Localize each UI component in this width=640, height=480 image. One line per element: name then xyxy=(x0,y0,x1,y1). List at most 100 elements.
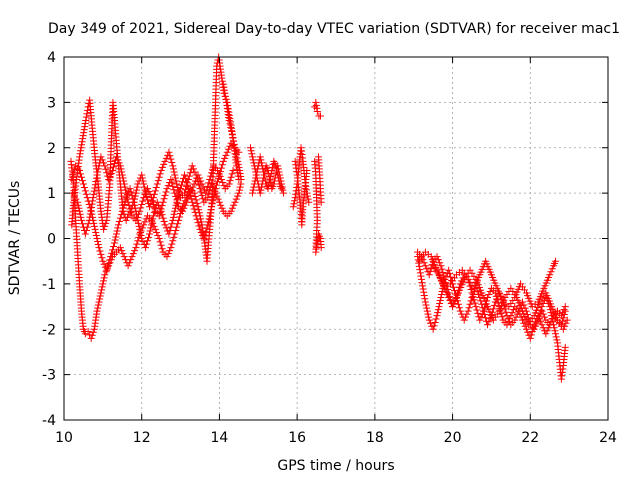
data-point xyxy=(228,130,236,138)
data-point xyxy=(123,213,131,221)
data-point xyxy=(121,183,129,191)
data-point xyxy=(90,190,98,198)
data-point xyxy=(316,112,324,120)
data-point xyxy=(466,266,474,274)
data-point xyxy=(142,189,150,197)
data-point xyxy=(157,166,165,174)
data-point xyxy=(195,222,203,230)
data-point xyxy=(172,193,180,201)
data-point xyxy=(193,199,201,207)
data-point xyxy=(195,174,203,182)
data-point xyxy=(552,333,560,341)
data-point xyxy=(113,227,121,235)
data-point xyxy=(198,180,206,188)
data-point xyxy=(104,263,112,271)
data-point xyxy=(115,217,123,225)
data-point xyxy=(559,325,567,333)
data-point xyxy=(140,183,148,191)
data-point xyxy=(213,181,221,189)
data-point xyxy=(460,269,468,277)
data-point xyxy=(168,158,176,166)
data-point xyxy=(258,162,266,170)
data-point xyxy=(114,224,122,232)
data-point xyxy=(105,176,113,184)
data-point xyxy=(94,238,102,246)
data-point xyxy=(171,207,179,215)
data-point xyxy=(194,203,202,211)
data-point xyxy=(71,165,79,173)
chart-title: Day 349 of 2021, Sidereal Day-to-day VTE… xyxy=(48,21,620,37)
data-point xyxy=(74,198,82,206)
data-point xyxy=(471,299,479,307)
data-point xyxy=(152,183,160,191)
data-point xyxy=(274,174,282,182)
data-point xyxy=(228,204,236,212)
data-point xyxy=(78,138,86,146)
data-point xyxy=(144,237,152,245)
data-point xyxy=(419,285,427,293)
data-point xyxy=(563,316,571,324)
data-point xyxy=(186,189,194,197)
x-tick-label: 18 xyxy=(366,430,384,446)
data-point xyxy=(151,187,159,195)
data-point xyxy=(127,188,135,196)
data-point xyxy=(133,186,141,194)
data-point xyxy=(203,224,211,232)
x-tick-label: 22 xyxy=(521,430,539,446)
data-point xyxy=(259,165,267,173)
data-point xyxy=(468,289,476,297)
data-point xyxy=(431,318,439,326)
data-point xyxy=(416,269,424,277)
data-point xyxy=(474,290,482,298)
data-point xyxy=(421,298,429,306)
x-tick-label: 14 xyxy=(211,430,229,446)
data-point xyxy=(184,185,192,193)
data-point xyxy=(72,195,80,203)
data-point xyxy=(94,301,102,309)
data-point xyxy=(109,166,117,174)
data-point xyxy=(312,101,320,109)
data-point xyxy=(76,210,84,218)
data-point xyxy=(167,223,175,231)
data-point xyxy=(158,245,166,253)
data-point xyxy=(267,172,275,180)
data-point xyxy=(98,156,106,164)
data-point xyxy=(462,313,470,321)
data-point xyxy=(425,316,433,324)
data-point xyxy=(228,170,236,178)
data-point xyxy=(174,183,182,191)
data-point xyxy=(169,216,177,224)
data-point xyxy=(421,295,429,303)
data-point xyxy=(82,190,90,198)
data-point xyxy=(199,183,207,191)
data-point xyxy=(423,304,431,312)
data-point xyxy=(279,186,287,194)
data-point xyxy=(102,268,110,276)
data-point xyxy=(116,244,124,252)
data-point xyxy=(142,215,150,223)
data-point xyxy=(149,200,157,208)
data-point xyxy=(139,177,147,185)
data-point xyxy=(421,262,429,270)
data-point xyxy=(112,230,120,238)
data-point xyxy=(154,231,162,239)
data-point xyxy=(248,150,256,158)
data-point xyxy=(116,162,124,170)
data-point xyxy=(484,293,492,301)
data-point xyxy=(76,207,84,215)
data-point xyxy=(87,207,95,215)
data-point xyxy=(167,176,175,184)
data-point xyxy=(474,309,482,317)
data-point xyxy=(467,286,475,294)
data-point xyxy=(165,230,173,238)
data-point xyxy=(261,177,269,185)
data-point xyxy=(103,169,111,177)
data-point xyxy=(136,207,144,215)
data-point xyxy=(429,325,437,333)
data-point xyxy=(480,307,488,315)
data-point xyxy=(485,290,493,298)
data-point xyxy=(79,132,87,140)
data-point xyxy=(181,201,189,209)
data-point xyxy=(81,230,89,238)
data-point xyxy=(304,195,312,203)
